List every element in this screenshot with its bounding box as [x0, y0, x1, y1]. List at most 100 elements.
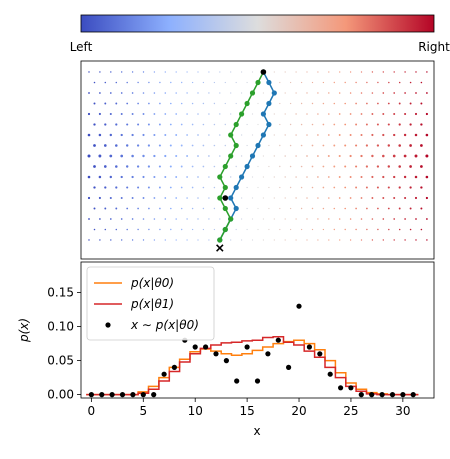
- sample-point: [140, 392, 146, 398]
- peg: [246, 81, 248, 84]
- peg: [104, 123, 107, 126]
- peg: [197, 134, 199, 136]
- peg: [219, 113, 221, 115]
- peg: [371, 175, 374, 179]
- peg: [197, 176, 199, 178]
- peg: [415, 71, 417, 73]
- peg: [311, 102, 314, 105]
- peg: [104, 207, 107, 210]
- peg: [153, 92, 156, 94]
- peg: [300, 102, 303, 105]
- peg: [147, 165, 151, 168]
- x-tick-label: 15: [239, 404, 254, 418]
- peg: [338, 92, 341, 94]
- peg: [273, 71, 275, 73]
- peg: [257, 165, 259, 168]
- peg: [420, 207, 423, 210]
- peg: [344, 144, 347, 147]
- peg: [109, 133, 113, 137]
- peg: [240, 197, 243, 199]
- peg: [164, 197, 167, 199]
- legend-label-theta1: p(x|θ1): [130, 297, 174, 311]
- peg: [317, 197, 319, 199]
- peg: [365, 186, 368, 189]
- peg: [120, 71, 123, 73]
- sample-point: [203, 344, 209, 350]
- peg: [317, 113, 319, 115]
- x-tick-label: 20: [291, 404, 306, 418]
- x-axis-ticks: 0 5 10 15 20 25 30: [88, 398, 410, 418]
- peg: [333, 207, 336, 210]
- peg: [230, 113, 232, 115]
- peg: [99, 218, 101, 220]
- peg: [235, 228, 237, 231]
- peg: [131, 175, 134, 179]
- sample-point: [109, 392, 115, 398]
- distribution-series: [86, 303, 419, 398]
- peg: [197, 197, 199, 199]
- peg: [420, 186, 423, 189]
- peg: [376, 186, 379, 189]
- peg: [257, 102, 259, 105]
- peg: [388, 81, 390, 84]
- peg: [360, 197, 363, 199]
- peg: [398, 81, 401, 84]
- peg: [425, 196, 428, 200]
- peg: [180, 144, 183, 147]
- peg: [327, 134, 330, 136]
- peg: [246, 186, 248, 189]
- peg: [388, 228, 390, 231]
- peg: [213, 102, 216, 105]
- peg: [371, 113, 374, 115]
- peg: [159, 81, 161, 84]
- peg: [131, 113, 134, 115]
- peg: [224, 81, 226, 84]
- green-path-point: [222, 163, 228, 170]
- peg: [142, 92, 145, 94]
- peg: [279, 144, 281, 147]
- peg: [316, 155, 319, 157]
- peg: [153, 239, 156, 241]
- peg: [377, 228, 379, 231]
- peg: [115, 144, 118, 147]
- peg: [170, 81, 172, 84]
- peg: [365, 123, 368, 126]
- peg: [208, 197, 210, 199]
- sample-point: [306, 344, 312, 350]
- peg: [355, 165, 358, 168]
- peg: [125, 144, 129, 147]
- peg: [279, 207, 281, 210]
- sample-point: [99, 392, 105, 398]
- peg: [328, 92, 330, 94]
- peg: [191, 228, 194, 231]
- peg: [175, 197, 178, 199]
- peg: [208, 92, 210, 94]
- x-axis-label: x: [253, 424, 260, 438]
- peg: [257, 186, 259, 189]
- peg: [148, 81, 150, 84]
- peg: [425, 175, 429, 179]
- peg: [404, 239, 406, 241]
- peg: [425, 133, 429, 137]
- colorbar-right-label: Right: [418, 40, 450, 54]
- peg: [311, 144, 314, 147]
- peg: [268, 207, 270, 210]
- peg: [376, 123, 379, 126]
- peg: [170, 228, 172, 231]
- peg: [169, 102, 172, 105]
- peg: [306, 71, 308, 73]
- peg: [93, 81, 96, 84]
- peg: [120, 154, 124, 158]
- peg: [295, 239, 297, 241]
- peg: [360, 92, 363, 94]
- peg: [115, 207, 118, 210]
- peg: [219, 71, 221, 73]
- peg: [109, 218, 112, 220]
- peg: [300, 207, 303, 210]
- peg: [377, 207, 379, 210]
- peg: [300, 186, 303, 189]
- peg: [333, 228, 335, 231]
- sample-point: [88, 392, 94, 398]
- peg: [142, 113, 145, 115]
- peg: [371, 154, 374, 158]
